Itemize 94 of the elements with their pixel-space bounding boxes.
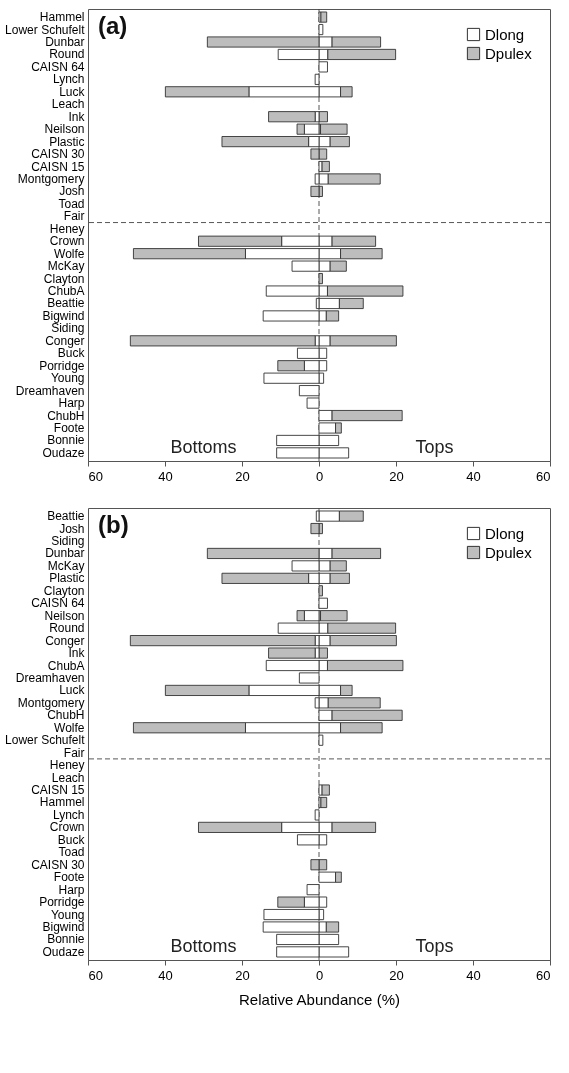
y-tick-label: Buck <box>57 346 86 361</box>
y-tick-label: Montgomery <box>17 171 85 186</box>
y-tick-label: McKay <box>47 259 85 274</box>
y-tick-label: Toad <box>58 196 85 211</box>
y-tick-label: Josh <box>59 184 85 199</box>
annotation: Bottoms <box>170 936 237 956</box>
y-tick-label: Foote <box>53 421 85 435</box>
y-tick-label: Beattie <box>47 296 85 311</box>
y-tick-label: Dunbar <box>45 35 85 49</box>
y-tick-label: Leach <box>51 97 85 112</box>
legend-label: Dpulex <box>485 44 533 62</box>
y-tick-label: ChubA <box>47 284 85 299</box>
y-tick-label: Neilson <box>44 122 85 137</box>
x-tick-label: 20 <box>389 468 404 484</box>
y-tick-label: Lower Schufelt <box>5 733 86 748</box>
y-tick-label: Round <box>49 621 85 636</box>
y-tick-label: Fair <box>63 745 85 760</box>
x-tick-label: 40 <box>158 967 173 983</box>
x-tick-label: 40 <box>158 468 173 484</box>
y-tick-label: Dunbar <box>45 546 85 561</box>
x-tick-label: 0 <box>315 468 324 484</box>
y-tick-label: Lower Schufelt <box>5 22 86 37</box>
x-tick-label: 60 <box>536 967 551 983</box>
y-tick-label: Heney <box>49 758 85 773</box>
y-tick-label: Clayton <box>43 583 85 598</box>
x-tick-label: 60 <box>88 967 103 983</box>
annotation: Tops <box>415 437 454 457</box>
y-tick-label: Harp <box>58 396 85 411</box>
y-tick-label: Oudaze <box>42 944 85 959</box>
y-tick-label: Foote <box>53 870 85 885</box>
y-tick-label: CAISN 30 <box>31 147 85 162</box>
x-tick-label: 60 <box>88 468 103 484</box>
y-tick-label: Ink <box>68 646 86 661</box>
y-tick-label: Siding <box>51 534 85 548</box>
legend-label: Dlong <box>485 524 525 542</box>
legend-label: Dpulex <box>485 543 533 561</box>
x-tick-label: 20 <box>389 967 404 983</box>
y-tick-label: Oudaze <box>42 445 85 460</box>
annotation: Tops <box>415 936 454 956</box>
y-tick-label: Bonnie <box>47 932 85 947</box>
y-tick-label: McKay <box>47 558 85 573</box>
y-tick-label: ChubH <box>47 408 85 423</box>
y-tick-label: Porridge <box>39 358 85 373</box>
y-tick-label: Crown <box>49 234 85 249</box>
y-tick-label: CAISN 15 <box>31 783 85 798</box>
y-tick-label: Buck <box>57 832 86 847</box>
y-tick-label: Toad <box>58 845 85 860</box>
y-tick-label: CAISN 64 <box>31 59 85 74</box>
y-tick-label: Josh <box>59 521 85 536</box>
y-tick-label: ChubA <box>47 658 85 673</box>
y-tick-label: ChubH <box>47 708 85 723</box>
y-tick-label: Hammel <box>39 795 85 810</box>
y-tick-label: Plastic <box>49 134 85 149</box>
legend-label: Dlong <box>485 25 525 43</box>
y-tick-label: Lynch <box>52 72 85 87</box>
y-tick-label: Conger <box>45 633 85 648</box>
y-tick-label: Crown <box>49 820 85 835</box>
x-tick-label: 0 <box>315 967 324 983</box>
annotation: Bottoms <box>170 437 237 457</box>
y-tick-label: Harp <box>58 882 85 897</box>
y-tick-label: Bigwind <box>42 920 85 934</box>
x-tick-label: 20 <box>235 967 250 983</box>
y-tick-label: Luck <box>59 683 86 698</box>
y-tick-label: Bonnie <box>47 433 85 448</box>
y-tick-label: Fair <box>63 209 85 224</box>
y-tick-label: Dreamhaven <box>15 383 85 398</box>
y-tick-label: Leach <box>51 770 85 785</box>
y-tick-label: Beattie <box>47 509 85 524</box>
y-tick-label: Dreamhaven <box>15 670 85 685</box>
y-tick-label: Siding <box>51 321 85 336</box>
x-tick-label: 40 <box>466 967 481 983</box>
y-tick-label: CAISN 64 <box>31 596 85 611</box>
y-tick-label: Plastic <box>49 571 85 586</box>
y-tick-label: Lynch <box>52 807 85 822</box>
y-tick-label: CAISN 15 <box>31 159 85 174</box>
y-tick-label: Ink <box>68 109 86 124</box>
y-tick-label: Hammel <box>39 10 85 25</box>
y-tick-label: Round <box>49 47 85 62</box>
y-tick-label: Bigwind <box>42 308 85 323</box>
y-tick-label: Young <box>50 371 85 386</box>
chart-title: (b) <box>98 511 129 538</box>
chart-title: (a) <box>98 12 128 39</box>
x-tick-label: 60 <box>536 468 551 484</box>
y-tick-label: Porridge <box>39 895 85 910</box>
y-tick-label: Heney <box>49 221 85 236</box>
y-tick-label: Wolfe <box>54 720 85 735</box>
y-tick-label: Neilson <box>44 608 85 623</box>
x-tick-label: 20 <box>235 468 250 484</box>
y-tick-label: Clayton <box>43 271 85 286</box>
y-tick-label: CAISN 30 <box>31 857 85 872</box>
x-axis-title: Relative Abundance (%) <box>239 990 400 1008</box>
x-tick-label: 40 <box>466 468 481 484</box>
y-tick-label: Wolfe <box>54 246 85 261</box>
y-tick-label: Montgomery <box>17 695 85 710</box>
